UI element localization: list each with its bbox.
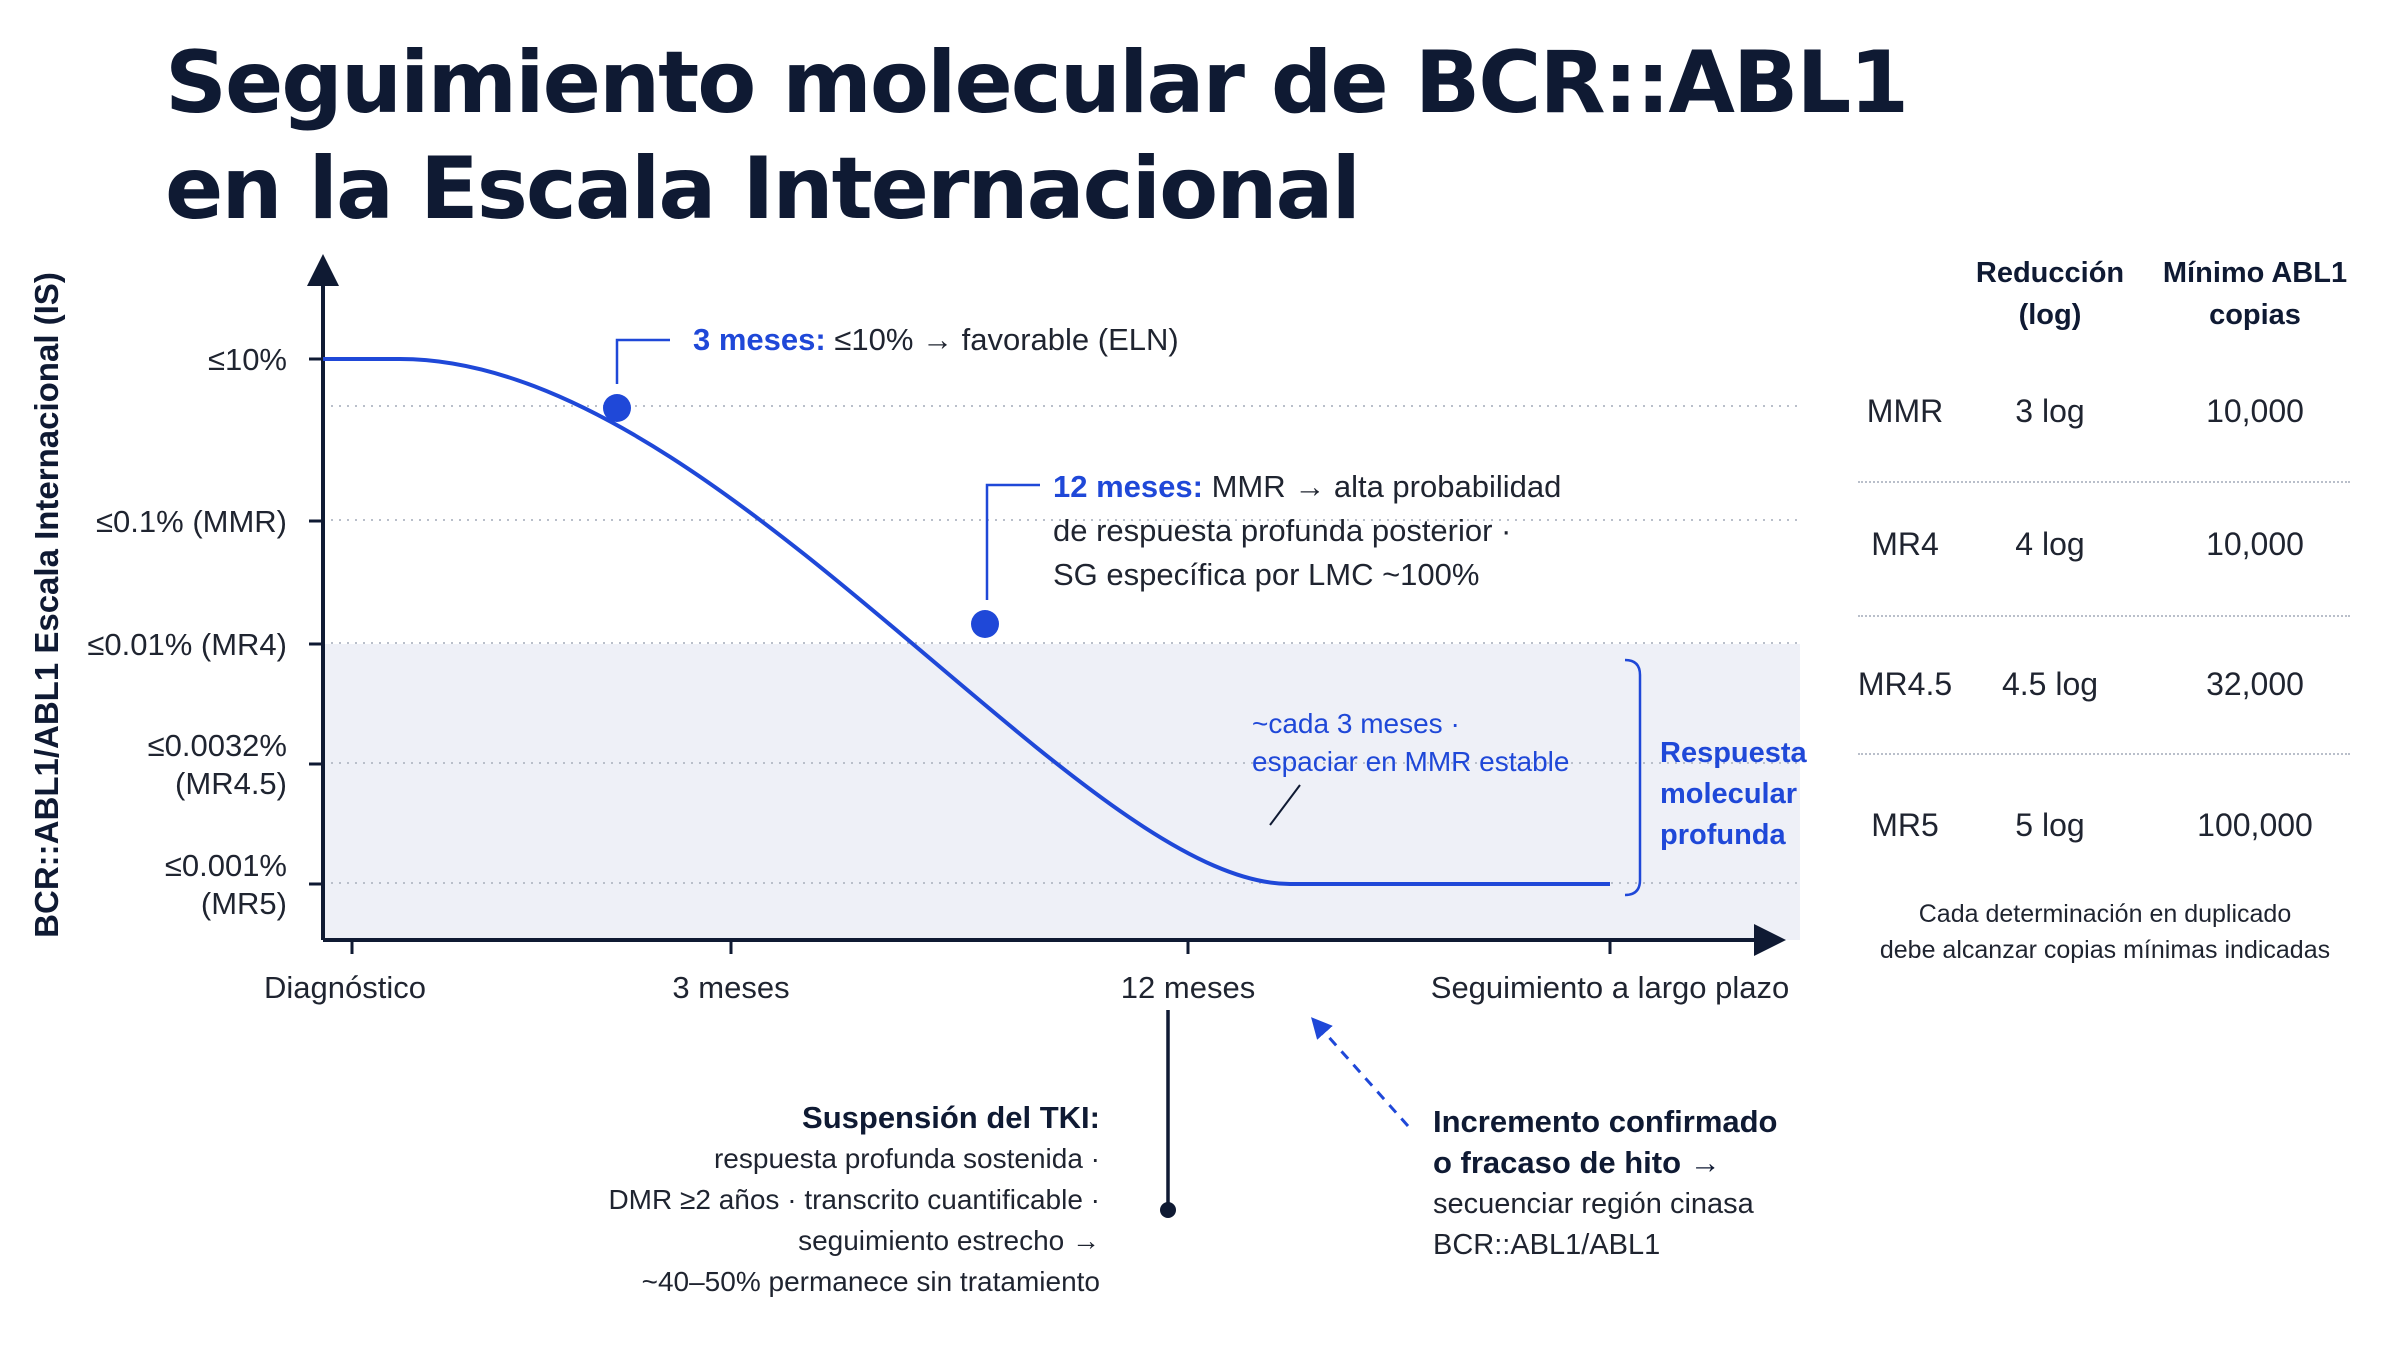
milestone-12-meses-line: SG específica por LMC ~100% [1053, 557, 1479, 592]
x-tick-label: Diagnóstico [264, 970, 426, 1005]
table-note: Cada determinación en duplicado debe alc… [1830, 896, 2380, 968]
y-tick-label-line: ≤0.0032% [148, 728, 287, 763]
milestone-3-meses-text: 3 meses: ≤10% → favorable (ELN) [693, 322, 1179, 357]
deep-response-label-line: Respuesta [1660, 737, 1808, 769]
row-divider [1858, 753, 2350, 755]
milestone-3-meses-bold: 3 meses: [693, 322, 826, 357]
row-divider [1858, 615, 2350, 617]
y-tick-label-line: (MR4.5) [175, 766, 287, 801]
deep-response-label-line: molecular [1660, 778, 1797, 810]
failure-title-line: o fracaso de hito → [1433, 1145, 1721, 1180]
deep-response-bracket [1624, 658, 1642, 897]
row-level: MMR [1866, 393, 1944, 429]
response-curve [323, 357, 1610, 886]
milestone-12-meses-rest: MMR → alta probabilidad [1203, 469, 1561, 504]
y-tick-label-line: ≤0.001% [165, 848, 287, 883]
table-note-line-2: debe alcanzar copias mínimas indicadas [1879, 936, 2331, 964]
monitoring-note-leader [1269, 784, 1301, 826]
row-reduction: 5 log [2015, 807, 2085, 843]
tki-stop-line-text: seguimiento estrecho → [798, 1225, 1100, 1256]
row-reduction: 4 log [2015, 526, 2085, 562]
milestone-12-meses-bold: 12 meses: [1053, 469, 1203, 504]
row-reduction: 3 log [2015, 393, 2085, 429]
row-copies: 10,000 [2206, 393, 2304, 429]
row-reduction: 4.5 log [2001, 666, 2099, 702]
milestone-3-meses-rest: ≤10% → favorable (ELN) [826, 322, 1179, 357]
tki-stop-dot [1160, 1202, 1176, 1218]
monitoring-note-line: ~cada 3 meses · [1252, 708, 1460, 739]
header-reduction-line-2: (log) [2018, 299, 2082, 331]
failure-line-text: secuenciar región cinasa [1433, 1188, 1755, 1220]
row-level: MR5 [1871, 807, 1939, 843]
row-divider [1858, 481, 2350, 483]
y-tick-label: ≤0.001% (MR5) [165, 848, 287, 921]
header-min-abl1-line-2: copias [2209, 299, 2301, 331]
failure-title-line: Incremento confirmado [1433, 1104, 1778, 1139]
row-level: MR4.5 [1857, 666, 1953, 702]
y-tick-label: ≤10% [208, 342, 287, 377]
milestone-12-meses-leader [985, 483, 1040, 600]
milestone-3-meses-point [603, 394, 631, 422]
milestone-12-meses-text: 12 meses: MMR → alta probabilidad [1053, 469, 1561, 504]
y-tick-label: ≤0.01% (MR4) [87, 627, 287, 662]
tki-stop-line-text: respuesta profunda sostenida · [714, 1143, 1100, 1174]
page-title-line-1: Seguimiento molecular de BCR::ABL1 [165, 33, 1909, 133]
x-tick-label: Seguimiento a largo plazo [1431, 970, 1789, 1005]
row-copies: 32,000 [2206, 666, 2304, 702]
milestone-12-meses-point [971, 610, 999, 638]
x-tick-label: 12 meses [1121, 970, 1255, 1005]
header-min-abl1-line-1: Mínimo ABL1 [2162, 257, 2348, 289]
row-copies: 10,000 [2206, 526, 2304, 562]
y-tick-label-line: ≤0.01% (MR4) [87, 627, 287, 662]
y-tick-label-line: (MR5) [201, 886, 287, 921]
page-title: Seguimiento molecular de BCR::ABL1 en la… [165, 30, 1909, 242]
header-min-abl1: Mínimo ABL1 copias [2150, 252, 2360, 336]
deep-response-band [323, 644, 1800, 940]
y-tick-label: ≤0.0032% (MR4.5) [148, 728, 287, 801]
header-reduction-line-1: Reducción [1975, 257, 2125, 289]
deep-response-label-line: profunda [1660, 819, 1787, 851]
tki-stop-title: Suspensión del TKI: [802, 1100, 1100, 1135]
header-reduction: Reducción (log) [1955, 252, 2145, 336]
y-axis-label: BCR::ABL1/ABL1 Escala Internacional (IS) [28, 272, 65, 938]
y-tick-label-line: ≤10% [208, 342, 287, 377]
milestone-12-meses-line: de respuesta profunda posterior · [1053, 513, 1511, 548]
x-tick-label: 3 meses [672, 970, 789, 1005]
y-tick-label: ≤0.1% (MMR) [96, 504, 287, 539]
tki-stop-line-text: ~40–50% permanece sin tratamiento [642, 1266, 1100, 1297]
page-title-line-2: en la Escala Internacional [165, 139, 1361, 239]
failure-arrow [1311, 1017, 1410, 1127]
table-note-line-1: Cada determinación en duplicado [1918, 900, 2292, 928]
row-level: MR4 [1871, 526, 1939, 562]
tki-stop-line-text: DMR ≥2 años · transcrito cuantificable · [608, 1184, 1100, 1215]
row-copies: 100,000 [2197, 807, 2313, 843]
failure-line-text: BCR::ABL1/ABL1 [1433, 1229, 1660, 1261]
monitoring-note-line: espaciar en MMR estable [1252, 746, 1569, 777]
y-tick-label-line: ≤0.1% (MMR) [96, 504, 287, 539]
milestone-3-meses-leader [615, 338, 670, 384]
